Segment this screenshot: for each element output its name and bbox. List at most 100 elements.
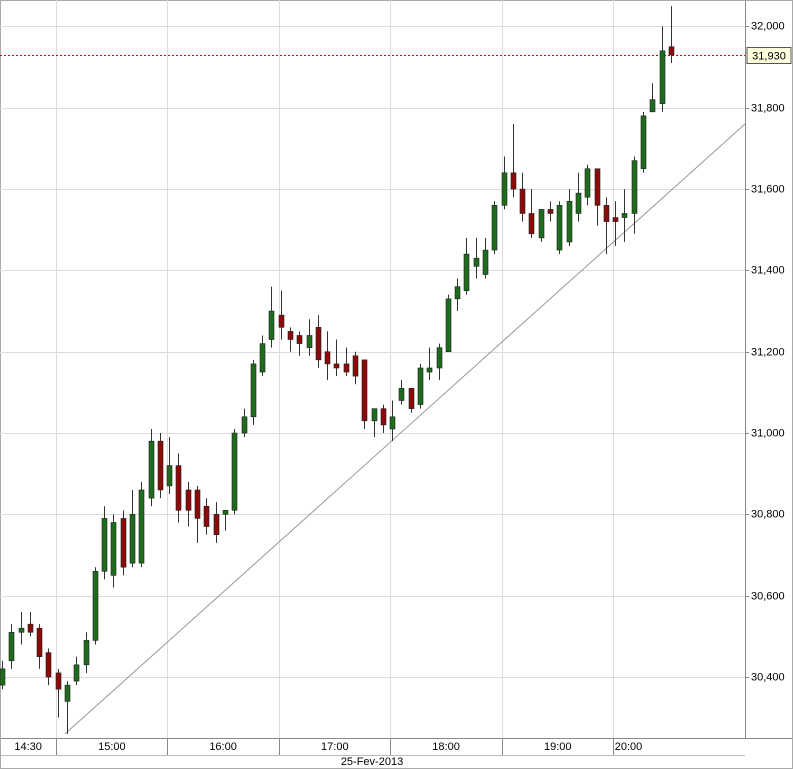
y-tick-label: 30,800 — [751, 508, 785, 520]
y-tick-label: 31,200 — [751, 346, 785, 358]
y-tick-label: 32,000 — [751, 20, 785, 32]
candle-body — [436, 347, 443, 369]
candle-body — [473, 257, 480, 267]
candle-body — [55, 672, 62, 690]
candle — [268, 286, 275, 348]
candle-body — [417, 367, 424, 405]
candle-body — [157, 440, 164, 491]
candle-body — [296, 335, 303, 344]
candle-body — [510, 172, 517, 190]
candle — [36, 624, 43, 669]
candle — [473, 237, 480, 279]
candle — [501, 156, 508, 210]
candle-body — [138, 489, 145, 564]
candle — [528, 189, 535, 238]
candle-body — [361, 359, 368, 422]
candle-body — [268, 310, 275, 340]
candle — [324, 331, 331, 381]
x-tick-label: 18:00 — [432, 741, 460, 753]
candle — [64, 681, 71, 734]
candle-body — [612, 217, 619, 222]
candle-body — [454, 286, 461, 300]
candle-body — [287, 331, 294, 340]
candle — [8, 624, 15, 669]
candle — [538, 209, 545, 242]
candle — [203, 498, 210, 535]
candle-body — [8, 631, 15, 662]
candle — [649, 83, 656, 113]
candle — [138, 481, 145, 568]
candle — [371, 408, 378, 438]
candle — [92, 567, 99, 645]
candle-body — [36, 627, 43, 657]
y-tick-label: 31,600 — [751, 183, 785, 195]
x-tick-label: 16:00 — [209, 741, 237, 753]
candle-body — [398, 388, 405, 401]
candle — [491, 201, 498, 255]
candle — [426, 347, 433, 381]
candle — [296, 331, 303, 356]
candle — [333, 339, 340, 377]
y-tick-label: 30,600 — [751, 590, 785, 602]
candle-body — [640, 115, 647, 170]
candle — [0, 660, 6, 690]
candle-body — [575, 192, 582, 214]
trendline — [64, 123, 746, 735]
candle-body — [380, 408, 387, 426]
x-tick-label: 20:00 — [615, 741, 643, 753]
candle-body — [501, 172, 508, 206]
y-tick-label: 31,000 — [751, 427, 785, 439]
x-tick-label: 14:30 — [14, 741, 42, 753]
candle-body — [306, 335, 313, 348]
candle — [27, 611, 34, 637]
grid — [0, 0, 745, 738]
candle — [380, 404, 387, 434]
candle-body — [538, 209, 545, 239]
candle — [148, 428, 155, 507]
candle-body — [649, 99, 656, 113]
candle-body — [584, 168, 591, 198]
candle — [213, 502, 220, 543]
candle-body — [110, 522, 117, 576]
last-price-box — [746, 47, 792, 64]
candle — [250, 359, 257, 425]
candle — [361, 359, 368, 429]
candle-body — [463, 253, 470, 292]
candle — [612, 201, 619, 246]
candle-body — [631, 160, 638, 214]
candle-body — [166, 465, 173, 487]
candle-body — [408, 388, 415, 409]
candle-body — [250, 363, 257, 418]
candle-body — [519, 188, 526, 214]
candle-body — [148, 440, 155, 499]
candle-body — [603, 205, 610, 222]
candle — [594, 168, 601, 226]
candle-body — [120, 518, 127, 568]
candle-body — [528, 213, 535, 235]
candle-body — [259, 343, 266, 373]
candle-body — [426, 367, 433, 373]
candle-body — [45, 652, 52, 678]
candle-body — [324, 351, 331, 365]
candle — [45, 648, 52, 686]
candle — [584, 164, 591, 206]
candle-body — [213, 514, 220, 535]
candle — [556, 201, 563, 255]
candle — [389, 400, 396, 442]
last-price-label: 31,930 — [752, 50, 786, 62]
candle — [482, 237, 489, 279]
candle — [259, 335, 266, 377]
candle — [166, 437, 173, 495]
candle — [287, 327, 294, 352]
candle-body — [203, 505, 210, 527]
candle — [621, 189, 628, 242]
candle-body — [445, 298, 452, 353]
candle-body — [547, 209, 554, 214]
candle-body — [556, 205, 563, 251]
candle — [436, 343, 443, 381]
candle — [110, 514, 117, 588]
candle — [519, 172, 526, 222]
candle-body — [129, 514, 136, 564]
